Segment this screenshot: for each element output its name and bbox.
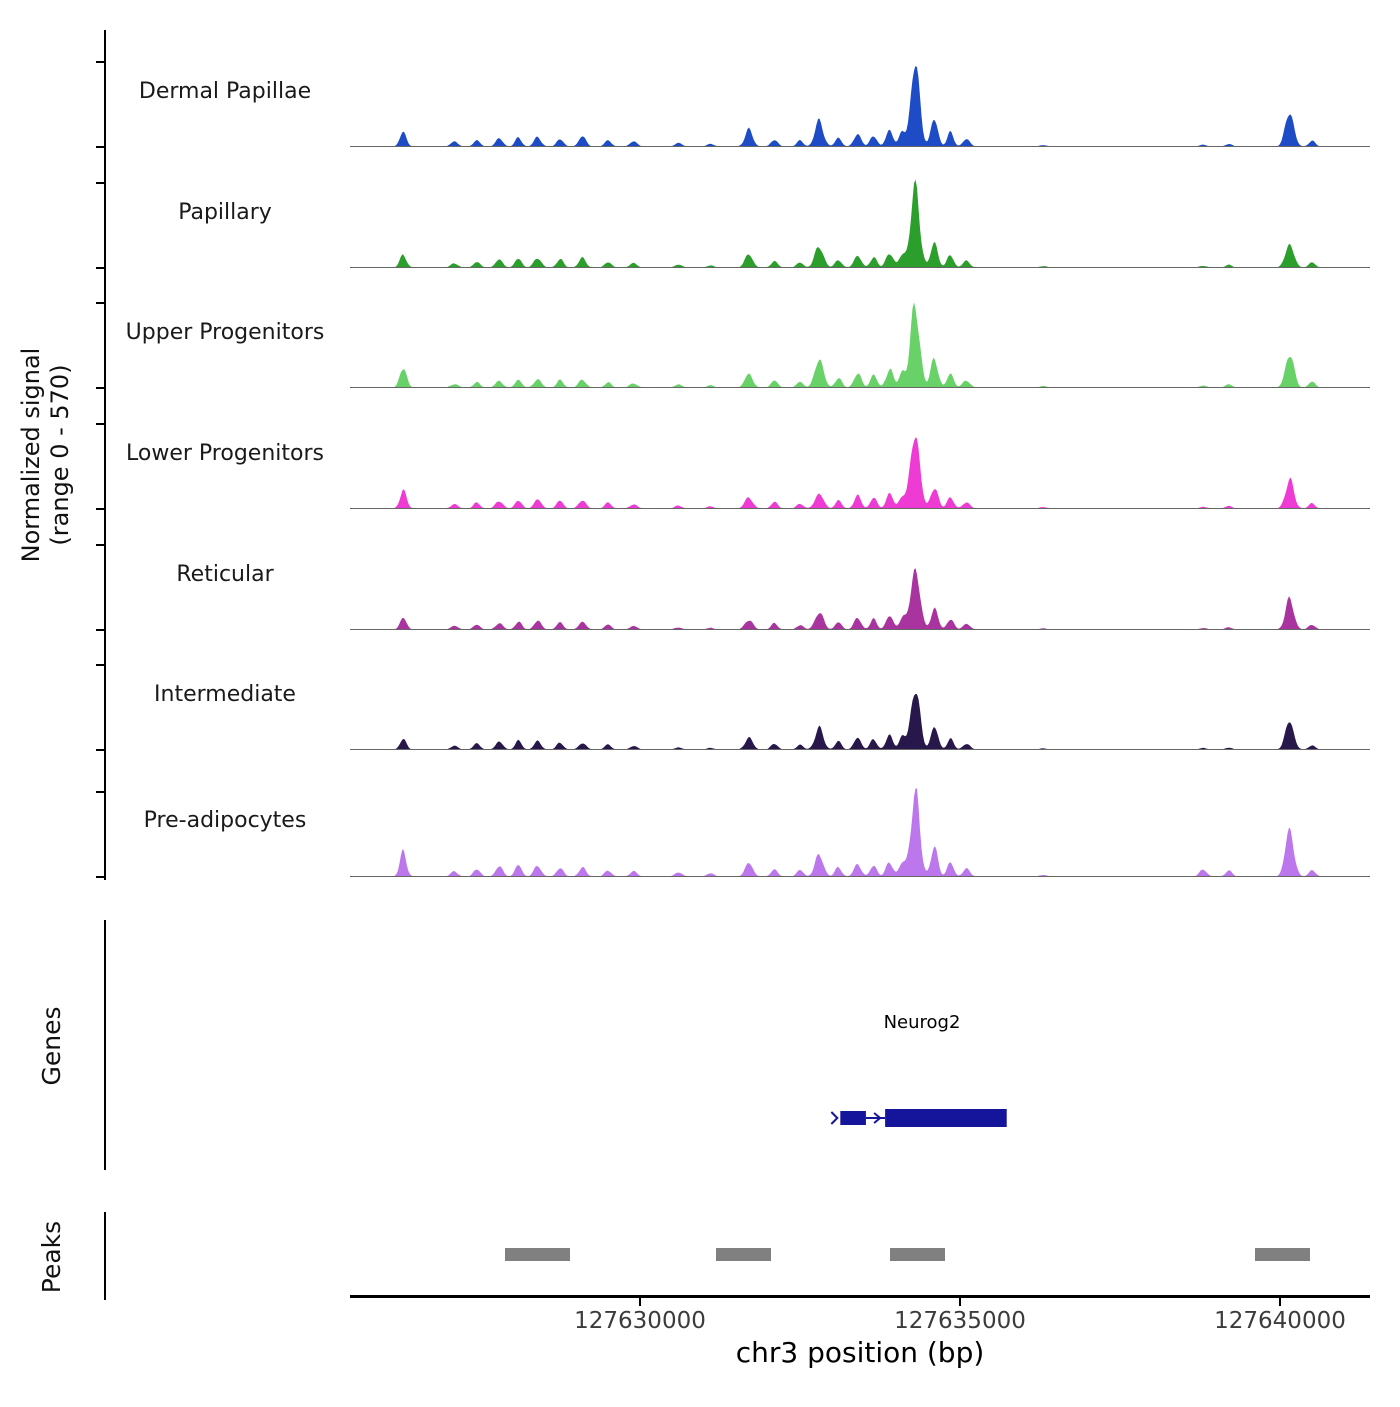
- peak-region-2: [715, 1248, 771, 1261]
- track-label-papillary: Papillary: [178, 200, 272, 225]
- y-axis-tick: [96, 508, 104, 510]
- track-signal-upper-progenitors: [350, 302, 1370, 388]
- x-tick-mark-127630000: [639, 1298, 641, 1306]
- track-signal-dermal-papillae: [350, 65, 1370, 147]
- track-label-intermediate: Intermediate: [154, 682, 296, 707]
- peak-region-4: [1255, 1248, 1311, 1261]
- track-signal-intermediate: [350, 693, 1370, 750]
- gene-name-label: Neurog2: [883, 1012, 961, 1033]
- gene-cds-exon: [885, 1109, 1007, 1127]
- signal-area: [350, 179, 1370, 268]
- peak-region-1: [504, 1248, 571, 1261]
- track-signal-lower-progenitors: [350, 437, 1370, 509]
- gene-utr-exon: [840, 1111, 866, 1125]
- signal-area: [350, 568, 1370, 630]
- peak-region-3: [890, 1248, 946, 1261]
- y-axis-tick: [96, 629, 104, 631]
- y-axis-label: Normalized signal (range 0 - 570): [17, 25, 75, 885]
- y-axis-label-line2: (range 0 - 570): [46, 364, 74, 546]
- y-axis-tick: [96, 876, 104, 878]
- x-tick-label-127635000: 127635000: [894, 1308, 1026, 1334]
- track-signal-pre-adipocytes: [350, 788, 1370, 877]
- x-tick-mark-127635000: [959, 1298, 961, 1306]
- y-axis-tick: [96, 423, 104, 425]
- y-axis-tick: [96, 302, 104, 304]
- track-label-reticular: Reticular: [176, 562, 274, 587]
- track-label-lower-progenitors: Lower Progenitors: [126, 441, 324, 466]
- gene-intron-arrow: [873, 1112, 882, 1124]
- x-tick-label-127630000: 127630000: [574, 1308, 706, 1334]
- y-axis-tick: [96, 267, 104, 269]
- y-axis-tick: [96, 749, 104, 751]
- y-axis-label-line1: Normalized signal: [17, 347, 45, 563]
- signal-area: [350, 302, 1370, 388]
- signal-area: [350, 693, 1370, 750]
- signal-area: [350, 437, 1370, 509]
- peaks-row: [350, 1248, 1370, 1261]
- x-tick-mark-127640000: [1279, 1298, 1281, 1306]
- peaks-section-label: Peaks: [37, 1220, 66, 1294]
- tracks-axis-spine: [104, 30, 106, 880]
- y-axis-tick: [96, 146, 104, 148]
- y-axis-tick: [96, 664, 104, 666]
- peaks-axis-spine: [104, 1212, 106, 1300]
- track-signal-papillary: [350, 179, 1370, 268]
- y-axis-tick: [96, 544, 104, 546]
- y-axis-tick: [96, 791, 104, 793]
- signal-area: [350, 788, 1370, 877]
- genes-axis-spine: [104, 920, 106, 1170]
- y-axis-tick: [96, 387, 104, 389]
- track-label-pre-adipocytes: Pre-adipocytes: [143, 808, 307, 833]
- gene-strand-chevron: [830, 1111, 839, 1125]
- track-signal-reticular: [350, 568, 1370, 630]
- gene-svg: [830, 1109, 1007, 1127]
- x-axis-label: chr3 position (bp): [735, 1336, 985, 1369]
- y-axis-tick: [96, 182, 104, 184]
- x-tick-label-127640000: 127640000: [1214, 1308, 1346, 1334]
- y-axis-tick: [96, 61, 104, 63]
- x-axis-line: [350, 1295, 1370, 1298]
- track-label-upper-progenitors: Upper Progenitors: [125, 320, 325, 345]
- signal-area: [350, 65, 1370, 147]
- track-label-dermal-papillae: Dermal Papillae: [138, 79, 312, 104]
